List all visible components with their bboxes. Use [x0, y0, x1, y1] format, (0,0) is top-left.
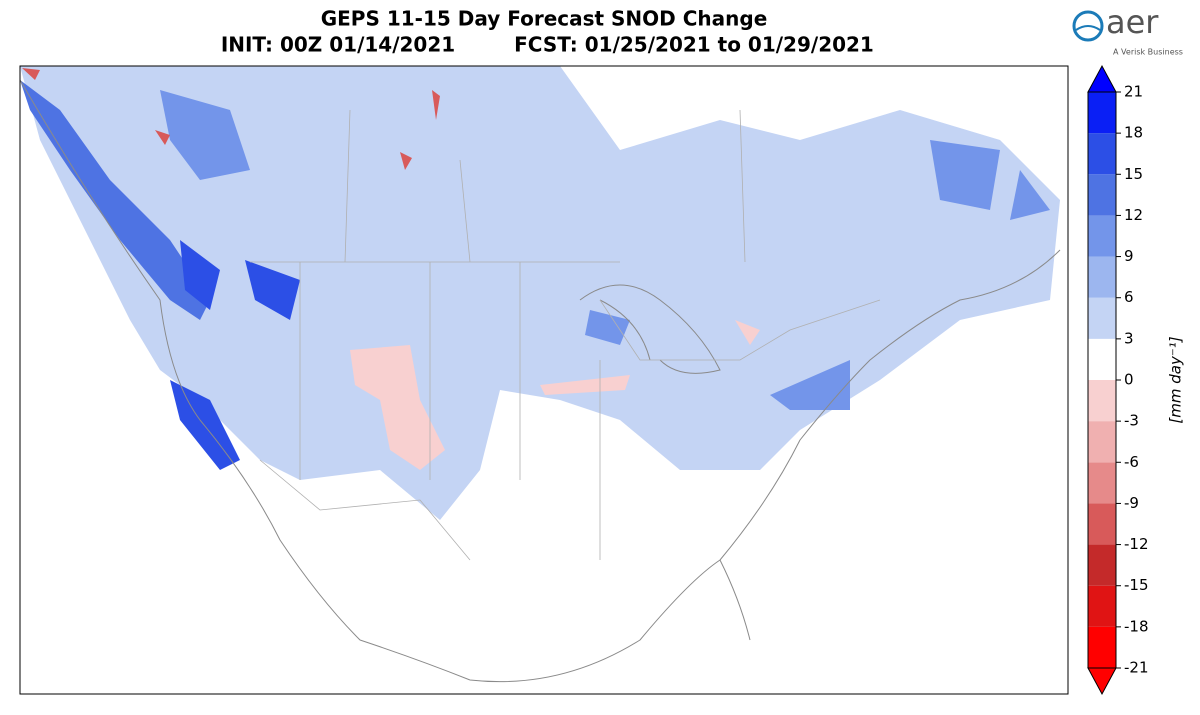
colorbar-tick-label: -15	[1124, 576, 1149, 594]
colorbar-tick-label: 3	[1124, 329, 1134, 347]
colorbar-tick-label: 15	[1124, 165, 1143, 183]
colorbar-band	[1088, 585, 1116, 627]
colorbar-tick-label: 18	[1124, 124, 1143, 142]
colorbar-band	[1088, 297, 1116, 339]
coast-range-increase	[20, 80, 210, 320]
colorbar-band	[1088, 626, 1116, 668]
init-time: INIT: 00Z 01/14/2021	[221, 33, 455, 57]
colorbar-band	[1088, 133, 1116, 175]
colorbar-band	[1088, 421, 1116, 463]
colorbar-band	[1088, 503, 1116, 545]
colorbar-tick-label: 9	[1124, 247, 1134, 265]
colorbar-band	[1088, 174, 1116, 216]
colorbar-tick-label: -3	[1124, 412, 1139, 430]
mountain-increase	[170, 240, 300, 470]
logo-wave	[1075, 25, 1101, 31]
colorbar-label: [mm day⁻¹]	[1167, 336, 1185, 423]
colorbar-tick-label: -18	[1124, 617, 1149, 635]
colorbar-tick-label: -9	[1124, 494, 1139, 512]
colorbar: -21 -18 -15 -12 -9 -6 -3 0 3 6 9 12 15 18 21	[1087, 64, 1149, 696]
colorbar-extend-bottom	[1087, 667, 1117, 696]
logo-name: aer	[1106, 3, 1159, 41]
colorbar-tick-label: -21	[1124, 659, 1149, 677]
colorbar-band	[1088, 92, 1116, 134]
colorbar-band	[1088, 338, 1116, 380]
title: GEPS 11-15 Day Forecast SNOD Change	[321, 7, 768, 31]
colorbar-tick-label: 12	[1124, 206, 1143, 224]
colorbar-tick-label: -12	[1124, 535, 1149, 553]
logo-tagline: A Verisk Business	[1113, 48, 1183, 57]
forecast-period: FCST: 01/25/2021 to 01/29/2021	[514, 33, 874, 57]
colorbar-band	[1088, 215, 1116, 257]
boundaries	[250, 109, 881, 561]
colorbar-tick-label: 21	[1124, 83, 1143, 101]
map-frame	[19, 65, 1069, 695]
colorbar-band	[1088, 256, 1116, 298]
logo: aer A Verisk Business	[1072, 3, 1183, 57]
map	[19, 65, 1069, 695]
colorbar-tick-label: 0	[1124, 371, 1134, 389]
colorbar-band	[1088, 544, 1116, 586]
colorbar-tick-label: -6	[1124, 453, 1139, 471]
logo-icon	[1072, 10, 1104, 42]
great-lakes	[579, 284, 721, 374]
colorbar-extend-top	[1087, 64, 1117, 93]
coastline	[19, 79, 1061, 683]
colorbar-band	[1088, 380, 1116, 422]
colorbar-band	[1088, 462, 1116, 504]
colorbar-tick-label: 6	[1124, 288, 1134, 306]
